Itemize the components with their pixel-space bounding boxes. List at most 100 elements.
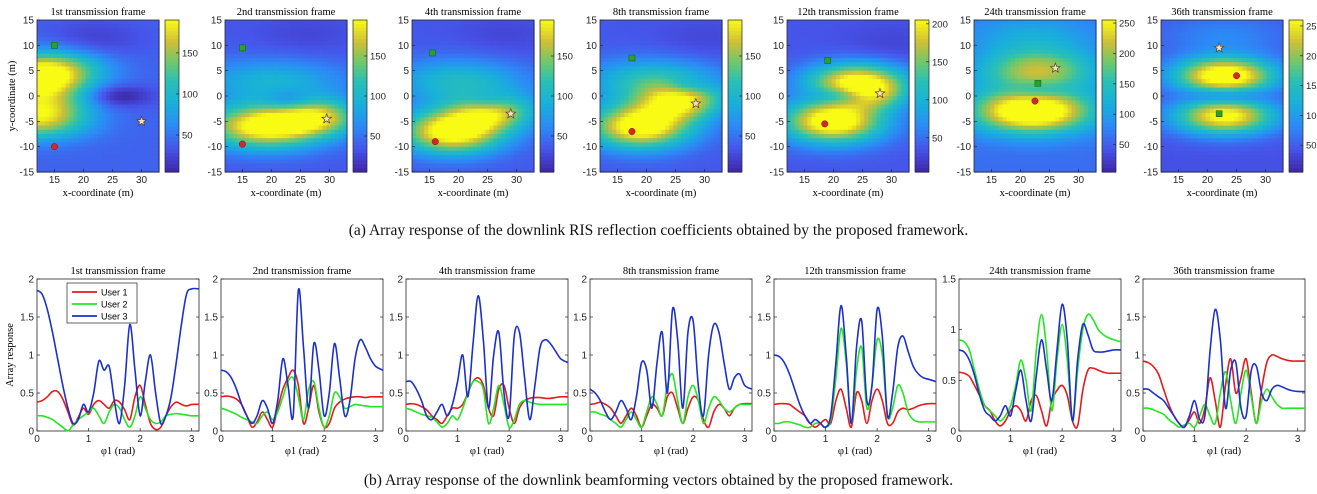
heatmap-cell xyxy=(525,100,531,106)
heatmap-cell xyxy=(815,167,821,173)
heatmap-cell xyxy=(517,36,523,42)
colorbar-segment xyxy=(728,20,742,25)
heatmap-cell xyxy=(799,138,804,144)
heatmap-cell xyxy=(444,163,450,169)
heatmap-cell xyxy=(436,62,442,68)
heatmap-cell xyxy=(277,36,283,42)
heatmap-cell xyxy=(298,146,303,152)
heatmap-cell xyxy=(632,117,638,122)
heatmap-cell xyxy=(265,112,271,118)
heatmap-cell xyxy=(85,142,91,148)
heatmap-cell xyxy=(620,163,625,169)
heatmap-cell xyxy=(689,70,695,76)
heatmap-cell xyxy=(265,70,271,76)
heatmap-cell xyxy=(717,41,723,46)
heatmap-cell xyxy=(98,104,103,110)
heatmap-cell xyxy=(799,28,804,34)
heatmap-cell xyxy=(281,74,287,80)
heatmap-cell xyxy=(330,104,336,110)
heatmap-cell xyxy=(286,53,291,59)
heatmap-cell xyxy=(37,167,42,173)
heatmap-cell xyxy=(436,104,442,110)
heatmap-cell xyxy=(665,112,670,118)
heatmap-cell xyxy=(249,53,255,59)
heatmap-cell xyxy=(640,155,646,160)
heatmap-cell xyxy=(632,167,638,173)
heatmap-cell xyxy=(791,138,796,144)
heatmap-cell xyxy=(306,96,311,101)
heatmap-cell xyxy=(81,41,87,46)
heatmap-cell xyxy=(509,125,515,131)
heatmap-cell xyxy=(49,53,54,59)
heatmap-cell xyxy=(827,53,833,59)
heatmap-cell xyxy=(669,91,674,97)
heatmap-cell xyxy=(310,121,316,127)
heatmap-cell xyxy=(306,129,311,135)
chart-title: 1st transmission frame xyxy=(50,7,145,18)
heatmap-cell xyxy=(705,121,711,127)
heatmap-cell xyxy=(57,167,62,173)
heatmap-cell xyxy=(505,108,511,114)
heatmap-cell xyxy=(118,83,123,89)
heatmap-cell xyxy=(448,125,454,131)
colorbar-segment xyxy=(728,168,742,173)
heatmap-cell xyxy=(681,70,686,76)
heatmap-cell xyxy=(485,62,490,68)
heatmap-cell xyxy=(473,45,478,51)
colorbar-tick-label: 50 xyxy=(557,132,568,143)
heatmap-cell xyxy=(436,24,442,30)
heatmap-cell xyxy=(93,134,99,139)
heatmap-cell xyxy=(85,138,91,144)
heatmap-cell xyxy=(138,20,144,25)
heatmap-cell xyxy=(481,74,486,80)
heatmap-cell xyxy=(77,79,83,84)
heatmap-cell xyxy=(225,83,230,89)
heatmap-cell xyxy=(428,74,433,80)
heatmap-cell xyxy=(477,129,482,135)
heatmap-cell xyxy=(85,87,91,93)
heatmap-cell xyxy=(456,91,462,97)
heatmap-cell xyxy=(485,79,490,84)
heatmap-cell xyxy=(286,150,291,156)
heatmap-cell xyxy=(697,53,703,59)
heatmap-cell xyxy=(473,121,478,127)
heatmap-cell xyxy=(245,36,250,42)
y-tick-label: -10 xyxy=(20,142,35,153)
heatmap-cell xyxy=(689,62,695,68)
heatmap-cell xyxy=(330,167,336,173)
heatmap-cell xyxy=(98,163,103,169)
heatmap-cell xyxy=(322,150,328,156)
heatmap-cell xyxy=(481,104,486,110)
heatmap-cell xyxy=(799,32,804,38)
heatmap-cell xyxy=(290,150,295,156)
heatmap-cell xyxy=(432,159,437,165)
colorbar-segment xyxy=(540,99,554,105)
colorbar-segment xyxy=(540,69,554,74)
heatmap-cell xyxy=(281,112,287,118)
heatmap-cell xyxy=(644,159,650,165)
heatmap-cell xyxy=(701,134,707,139)
colorbar-segment xyxy=(728,118,742,124)
heatmap-cell xyxy=(114,70,119,76)
heatmap-cell xyxy=(811,79,817,84)
heatmap-cell xyxy=(608,121,613,127)
heatmap-cell xyxy=(428,100,433,106)
heatmap-cell xyxy=(665,36,670,42)
heatmap-cell xyxy=(110,62,115,68)
heatmap-cell xyxy=(130,142,136,148)
heatmap-cell xyxy=(424,62,429,68)
heatmap-cell xyxy=(807,146,812,152)
heatmap-cell xyxy=(665,41,670,46)
heatmap-cell xyxy=(81,159,87,165)
heatmap-cell xyxy=(513,155,519,160)
heatmap-cell xyxy=(717,45,723,51)
heatmap-cell xyxy=(665,79,670,84)
heatmap-cell xyxy=(652,20,658,25)
heatmap-cell xyxy=(326,146,332,152)
heatmap-cell xyxy=(277,45,283,51)
heatmap-cell xyxy=(253,150,259,156)
heatmap-cell xyxy=(477,36,482,42)
heatmap-cell xyxy=(509,79,515,84)
heatmap-cell xyxy=(334,45,340,51)
